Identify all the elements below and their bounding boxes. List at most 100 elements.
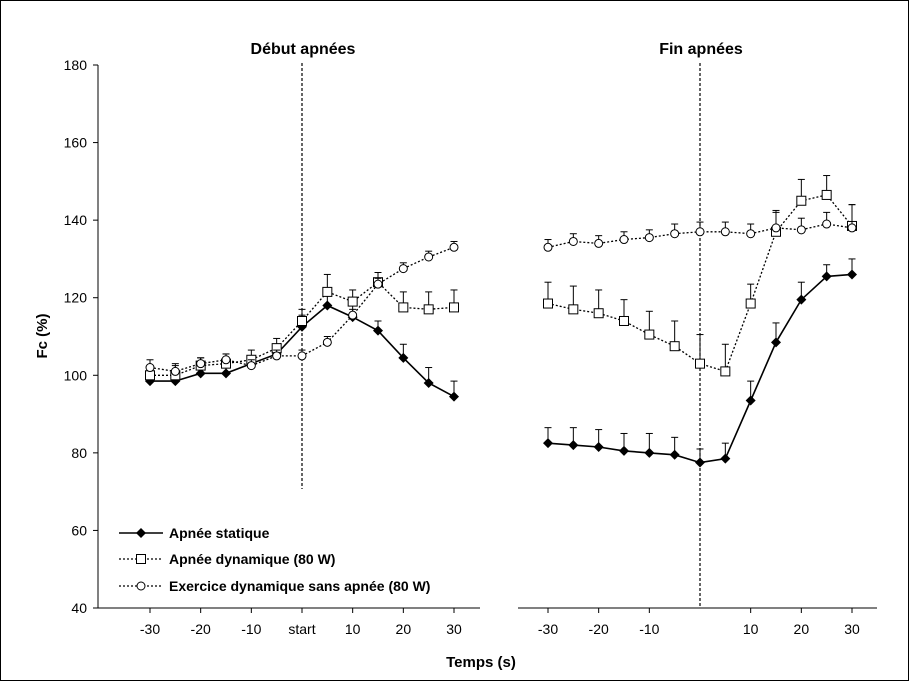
data-point (771, 337, 781, 348)
data-point (695, 358, 705, 369)
panel-title-start: Début apnées (251, 41, 356, 58)
data-point (594, 238, 604, 248)
legend-label-static: Apnée statique (169, 525, 270, 541)
data-point (720, 366, 731, 377)
data-point (745, 298, 756, 309)
data-point (644, 447, 655, 458)
data-point (322, 286, 333, 297)
data-point (619, 235, 629, 245)
data-point (297, 315, 307, 326)
x-tick-label: -10 (241, 621, 261, 637)
panel-title-end: Fin apnées (659, 41, 743, 58)
x-tick-label: 20 (794, 621, 810, 637)
data-point (619, 445, 629, 456)
data-point (246, 361, 256, 371)
data-point (619, 315, 629, 326)
x-tick-label: -20 (191, 621, 211, 637)
x-axis-title: Temps (s) (446, 654, 516, 671)
data-point (398, 352, 409, 363)
data-point (348, 310, 358, 320)
data-point (669, 341, 680, 352)
x-tick-label: start (288, 621, 315, 637)
y-tick-label: 140 (64, 212, 88, 228)
y-axis-title: Fc (%) (34, 313, 51, 358)
legend-label-dynamic: Apnée dynamique (80 W) (169, 551, 335, 567)
data-point (373, 325, 383, 336)
data-point (423, 378, 434, 389)
data-point (720, 453, 731, 464)
x-tick-label: -30 (140, 621, 160, 637)
x-tick-label: 10 (743, 621, 759, 637)
data-point (449, 242, 459, 252)
data-point (568, 236, 578, 246)
data-point (771, 223, 781, 233)
data-point (424, 252, 434, 262)
data-point (695, 227, 705, 237)
legend-marker-exercise (136, 581, 146, 591)
series-exercise (145, 240, 459, 376)
data-point (449, 302, 459, 313)
data-point (593, 442, 604, 453)
data-point (543, 438, 553, 449)
data-point (593, 308, 604, 319)
legend-label-exercise: Exercice dynamique sans apnée (80 W) (169, 578, 430, 594)
x-tick-label: 10 (345, 621, 361, 637)
data-point (145, 370, 155, 381)
data-point (746, 229, 756, 239)
y-tick-label: 180 (64, 57, 88, 73)
y-tick-label: 60 (71, 522, 87, 538)
legend: Apnée statique Apnée dynamique (80 W) Ex… (119, 525, 430, 594)
data-point (322, 337, 332, 347)
data-point (297, 351, 307, 361)
data-point (543, 298, 553, 309)
x-tick-label: -10 (639, 621, 659, 637)
data-point (398, 264, 408, 274)
data-point (821, 189, 832, 200)
data-point (644, 233, 654, 243)
legend-marker-dynamic (136, 554, 146, 564)
series-exercise (543, 204, 857, 252)
series-static (543, 258, 857, 468)
data-point (170, 366, 180, 376)
data-point (347, 296, 358, 307)
data-point (568, 304, 579, 315)
data-point (423, 304, 434, 315)
x-tick-label: 30 (446, 621, 462, 637)
x-tick-label: -30 (538, 621, 558, 637)
x-tick-label: 20 (396, 621, 412, 637)
legend-item-dynamic: Apnée dynamique (80 W) (119, 551, 335, 567)
data-point (322, 300, 333, 311)
data-point (221, 368, 231, 379)
data-point (398, 302, 409, 313)
x-tick-label: 30 (844, 621, 860, 637)
legend-marker-static (136, 528, 146, 538)
data-point (720, 227, 730, 237)
data-point (669, 449, 680, 460)
legend-item-static: Apnée statique (119, 525, 270, 541)
data-point (449, 391, 459, 402)
y-tick-label: 40 (71, 600, 87, 616)
data-point (796, 195, 807, 206)
y-tick-label: 160 (64, 135, 88, 151)
data-point (847, 269, 857, 280)
data-point (796, 225, 806, 235)
data-point (796, 294, 807, 305)
data-point (373, 279, 383, 289)
data-point (670, 229, 680, 239)
data-point (821, 271, 832, 282)
data-point (644, 329, 655, 340)
legend-item-exercise: Exercice dynamique sans apnée (80 W) (119, 578, 430, 594)
y-tick-label: 80 (71, 445, 87, 461)
data-point (196, 359, 206, 369)
data-point (568, 440, 579, 451)
data-point (145, 363, 155, 373)
data-point (847, 223, 857, 233)
y-tick-label: 100 (64, 367, 88, 383)
y-tick-label: 120 (64, 290, 88, 306)
data-point (195, 368, 206, 379)
data-point (695, 457, 705, 468)
data-point (272, 351, 282, 361)
data-point (822, 219, 832, 229)
